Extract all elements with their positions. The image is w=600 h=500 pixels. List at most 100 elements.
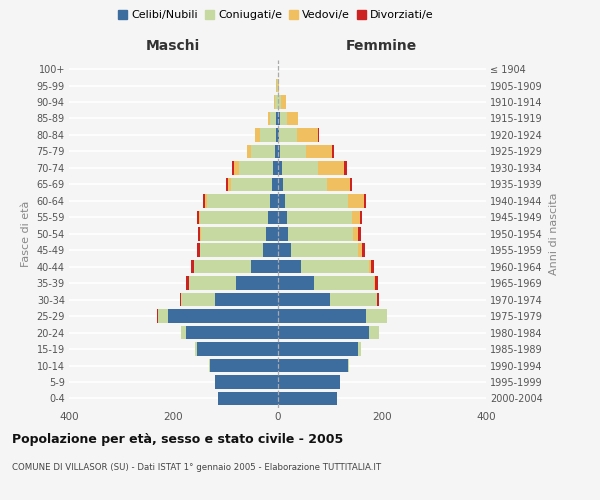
Y-axis label: Fasce di età: Fasce di età (21, 200, 31, 267)
Bar (287, 210, 352, 224)
Bar (301, 260, 369, 274)
Bar (362, 244, 365, 257)
Bar (364, 194, 366, 207)
Bar (189, 276, 236, 290)
Bar (358, 227, 361, 240)
Bar (201, 227, 266, 240)
Bar (318, 161, 344, 174)
Bar (344, 161, 347, 174)
Bar (277, 375, 340, 388)
Bar (197, 210, 199, 224)
Bar (348, 194, 364, 207)
Bar (283, 178, 327, 191)
Bar (191, 260, 194, 274)
Bar (306, 144, 332, 158)
Bar (228, 178, 230, 191)
Bar (274, 161, 277, 174)
Bar (332, 144, 334, 158)
Bar (268, 210, 277, 224)
Bar (186, 326, 277, 340)
Bar (263, 244, 277, 257)
Bar (236, 276, 277, 290)
Bar (277, 144, 280, 158)
Bar (197, 244, 200, 257)
Bar (186, 276, 189, 290)
Bar (218, 392, 277, 405)
Bar (287, 112, 298, 125)
Bar (210, 359, 277, 372)
Text: Maschi: Maschi (146, 40, 200, 54)
Text: Popolazione per età, sesso e stato civile - 2005: Popolazione per età, sesso e stato civil… (12, 432, 343, 446)
Bar (277, 210, 287, 224)
Bar (374, 276, 376, 290)
Bar (353, 227, 358, 240)
Bar (277, 260, 301, 274)
Bar (195, 342, 197, 356)
Bar (198, 227, 200, 240)
Bar (329, 293, 377, 306)
Bar (197, 342, 277, 356)
Bar (158, 310, 168, 323)
Bar (281, 161, 318, 174)
Bar (230, 178, 272, 191)
Bar (358, 244, 362, 257)
Bar (226, 178, 228, 191)
Bar (277, 128, 279, 141)
Text: COMUNE DI VILLASOR (SU) - Dati ISTAT 1° gennaio 2005 - Elaborazione TUTTITALIA.I: COMUNE DI VILLASOR (SU) - Dati ISTAT 1° … (12, 462, 381, 471)
Bar (371, 260, 374, 274)
Bar (275, 144, 277, 158)
Bar (203, 194, 205, 207)
Bar (327, 178, 350, 191)
Bar (280, 112, 287, 125)
Bar (360, 210, 362, 224)
Bar (255, 128, 260, 141)
Bar (275, 95, 277, 108)
Bar (350, 178, 352, 191)
Bar (277, 244, 290, 257)
Bar (277, 326, 369, 340)
Bar (366, 310, 387, 323)
Bar (369, 326, 379, 340)
Bar (290, 244, 358, 257)
Bar (239, 161, 274, 174)
Bar (277, 178, 283, 191)
Bar (205, 194, 207, 207)
Bar (269, 194, 277, 207)
Bar (215, 375, 277, 388)
Y-axis label: Anni di nascita: Anni di nascita (548, 192, 559, 275)
Bar (277, 392, 337, 405)
Bar (272, 178, 277, 191)
Bar (270, 112, 277, 125)
Bar (194, 260, 251, 274)
Bar (277, 293, 329, 306)
Bar (266, 227, 277, 240)
Bar (268, 112, 270, 125)
Bar (281, 95, 286, 108)
Legend: Celibi/Nubili, Coniugati/e, Vedovi/e, Divorziati/e: Celibi/Nubili, Coniugati/e, Vedovi/e, Di… (114, 6, 438, 25)
Bar (278, 79, 279, 92)
Bar (348, 359, 349, 372)
Bar (179, 293, 181, 306)
Bar (260, 128, 276, 141)
Bar (278, 95, 281, 108)
Bar (277, 342, 358, 356)
Bar (288, 227, 353, 240)
Bar (277, 276, 314, 290)
Bar (234, 161, 239, 174)
Bar (251, 260, 277, 274)
Bar (298, 128, 318, 141)
Bar (277, 112, 280, 125)
Bar (377, 293, 379, 306)
Bar (181, 326, 186, 340)
Bar (200, 210, 268, 224)
Bar (286, 194, 348, 207)
Text: Femmine: Femmine (346, 40, 418, 54)
Bar (358, 342, 361, 356)
Bar (200, 244, 263, 257)
Bar (277, 194, 286, 207)
Bar (251, 144, 275, 158)
Bar (274, 95, 275, 108)
Bar (276, 128, 277, 141)
Bar (279, 128, 298, 141)
Bar (314, 276, 374, 290)
